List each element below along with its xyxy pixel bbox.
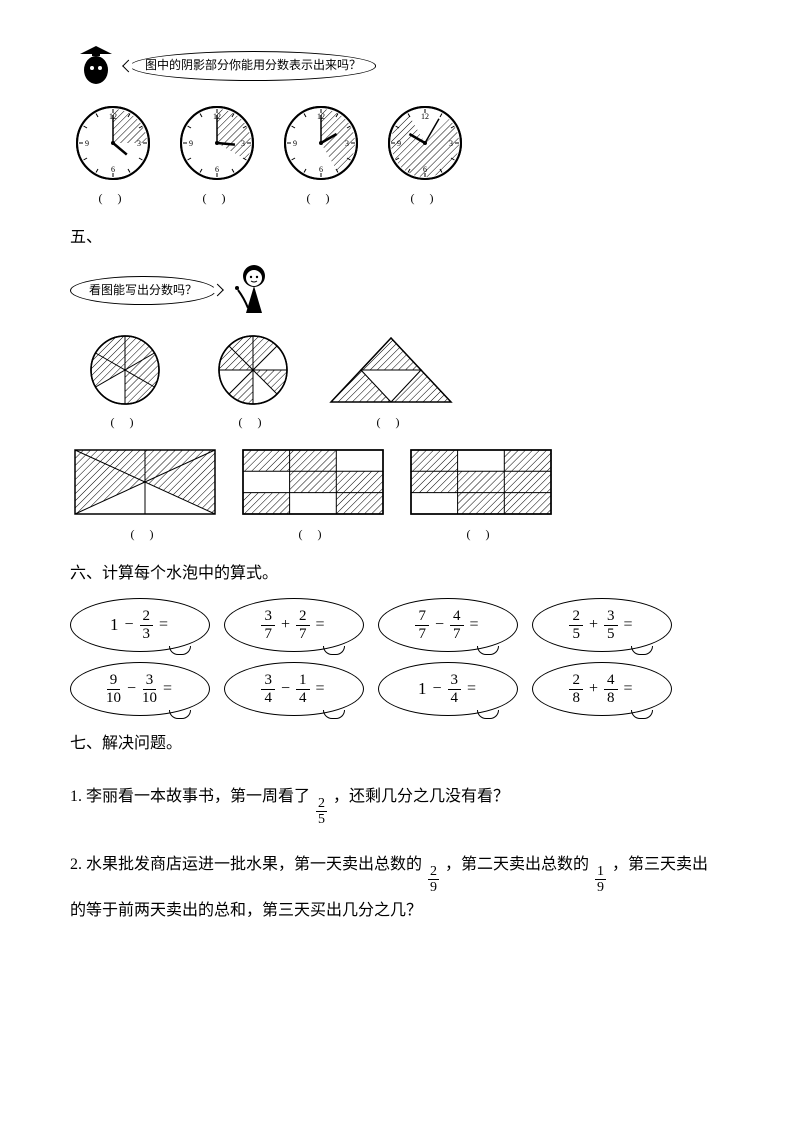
svg-text:3: 3	[449, 139, 453, 148]
blank: ( )	[326, 412, 456, 434]
blank: ( )	[278, 188, 364, 210]
clock-figure: 12 3 6 9 ( )	[382, 100, 468, 210]
blank: ( )	[382, 188, 468, 210]
calc-bubble: 77−47=	[378, 598, 518, 652]
blank: ( )	[406, 524, 556, 546]
blank: ( )	[174, 188, 260, 210]
calc-row: 910−310= 34−14= 1−34= 28+48=	[70, 662, 723, 716]
svg-text:6: 6	[423, 165, 427, 174]
blank: ( )	[70, 412, 180, 434]
shape-triangle: ( )	[326, 330, 456, 434]
blank: ( )	[198, 412, 308, 434]
section5-header: 看图能写出分数吗？	[70, 258, 723, 322]
p1-before: 1. 李丽看一本故事书，第一周看了	[70, 788, 310, 805]
section4-header: 图中的阴影部分你能用分数表示出来吗？	[70, 40, 723, 92]
calc-bubble: 910−310=	[70, 662, 210, 716]
calc-bubble: 1−34=	[378, 662, 518, 716]
calc-container: 1−23= 37+27= 77−47= 25+35= 910−310= 34−14= 1−3…	[70, 598, 723, 716]
calc-bubble: 34−14=	[224, 662, 364, 716]
p2-b: ，第二天卖出总数的	[445, 856, 589, 873]
section7-title: 七、解决问题。	[70, 730, 723, 759]
shape-rect-diag: ( )	[70, 442, 220, 546]
blank: ( )	[70, 524, 220, 546]
section4-bubble-text: 图中的阴影部分你能用分数表示出来吗？	[145, 58, 361, 72]
calc-bubble: 28+48=	[532, 662, 672, 716]
p1-after: ，还剩几分之几没有看？	[333, 788, 509, 805]
clock-figure: 12 3 6 9 ( )	[70, 100, 156, 210]
section6-title: 六、计算每个水泡中的算式。	[70, 560, 723, 589]
girl-character-icon	[224, 258, 284, 322]
section4-speech-bubble: 图中的阴影部分你能用分数表示出来吗？	[130, 51, 376, 81]
problem-2: 2. 水果批发商店运进一批水果，第一天卖出总数的 2 9 ，第二天卖出总数的 1…	[70, 849, 723, 927]
svg-text:6: 6	[111, 165, 115, 174]
shape-circle6: ( )	[70, 330, 180, 434]
scholar-character-icon	[70, 40, 122, 92]
svg-text:6: 6	[319, 165, 323, 174]
svg-text:9: 9	[85, 139, 89, 148]
blank: ( )	[238, 524, 388, 546]
blank: ( )	[70, 188, 156, 210]
svg-text:6: 6	[215, 165, 219, 174]
section5-speech-bubble: 看图能写出分数吗？	[70, 276, 216, 306]
section5-marker: 五、	[70, 224, 723, 253]
svg-text:3: 3	[137, 139, 141, 148]
svg-text:12: 12	[421, 112, 429, 121]
svg-text:9: 9	[189, 139, 193, 148]
calc-bubble: 37+27=	[224, 598, 364, 652]
clock-figure: 12 3 6 9 ( )	[174, 100, 260, 210]
shape-circle8: ( )	[198, 330, 308, 434]
p1-frac: 2 5	[316, 797, 327, 827]
shape-rect-grid2: ( )	[406, 442, 556, 546]
shape-rect-grid1: ( )	[238, 442, 388, 546]
calc-bubble: 1−23=	[70, 598, 210, 652]
problem-1: 1. 李丽看一本故事书，第一周看了 2 5 ，还剩几分之几没有看？	[70, 781, 723, 827]
p2-f2: 1 9	[595, 865, 606, 895]
calc-bubble: 25+35=	[532, 598, 672, 652]
clock-figure: 12 3 6 9 ( )	[278, 100, 364, 210]
p2-a: 2. 水果批发商店运进一批水果，第一天卖出总数的	[70, 856, 422, 873]
p2-f1: 2 9	[428, 865, 439, 895]
shapes-row2: ( ) ( )	[70, 442, 723, 546]
svg-text:3: 3	[345, 139, 349, 148]
svg-text:3: 3	[241, 139, 245, 148]
svg-text:9: 9	[293, 139, 297, 148]
shapes-row1: ( ) ( )	[70, 330, 723, 434]
clocks-row: 12 3 6 9 ( ) 12 3 6 9 ( ) 12 3 6 9 ( )	[70, 100, 723, 210]
svg-text:9: 9	[397, 139, 401, 148]
section5-bubble-text: 看图能写出分数吗？	[89, 283, 197, 297]
calc-row: 1−23= 37+27= 77−47= 25+35=	[70, 598, 723, 652]
